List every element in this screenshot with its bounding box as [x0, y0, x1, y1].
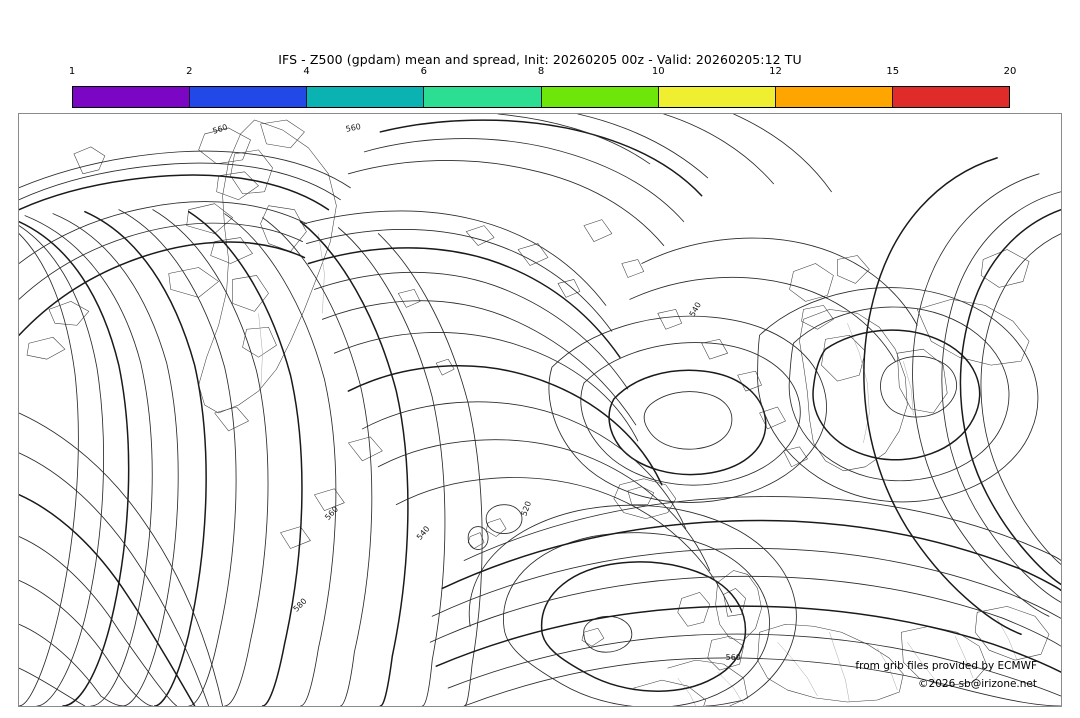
colorbar-tick-label: 6: [420, 66, 427, 77]
colorbar-group: 1 2 4 6 8 10 12 15 20: [68, 66, 1017, 108]
colorbar-segment-5: [658, 87, 776, 107]
colorbar-segment-6: [775, 87, 893, 107]
credit-copyright: ©2026 sb@irizone.net: [918, 678, 1037, 690]
colorbar-tick-label: 15: [886, 66, 900, 77]
contour-label: 560: [323, 505, 340, 522]
colorbar-segment-4: [541, 87, 659, 107]
colorbar-segment-2: [307, 87, 425, 107]
contour-lines: [19, 114, 1061, 706]
contour-label: 520: [519, 500, 533, 517]
colorbar-tick-label: 10: [651, 66, 665, 77]
colorbar-spread: [72, 86, 1010, 108]
colorbar-segment-0: [73, 87, 191, 107]
colorbar-tick-label: 4: [303, 66, 310, 77]
contour-label: 560: [345, 122, 362, 134]
contour-label: 580: [292, 597, 309, 614]
contour-label: 560: [726, 653, 741, 662]
colorbar-tick-label: 1: [68, 66, 76, 77]
coastlines: [26, 119, 1050, 706]
colorbar-tick-label: 8: [537, 66, 545, 77]
colorbar-tick-label: 12: [769, 66, 782, 77]
colorbar-segment-1: [190, 87, 308, 107]
colorbar-tick-label: 2: [186, 66, 193, 77]
colorbar-tick-labels: 1 2 4 6 8 10 12 15 20: [68, 66, 1017, 82]
map-panel: 560 560 560 540 580 520 560 540 from gri…: [18, 113, 1062, 707]
contour-label: 540: [415, 524, 432, 541]
page-title: IFS - Z500 (gpdam) mean and spread, Init…: [278, 52, 802, 67]
contour-label: 540: [688, 301, 703, 319]
colorbar-tick-label: 20: [1003, 66, 1017, 77]
contour-map: 560 560 560 540 580 520 560 540: [19, 114, 1061, 706]
credit-source: from grib files provided by ECMWF: [855, 660, 1037, 672]
colorbar-segment-7: [892, 87, 1009, 107]
contour-label: 560: [211, 123, 228, 136]
colorbar-segment-3: [424, 87, 542, 107]
